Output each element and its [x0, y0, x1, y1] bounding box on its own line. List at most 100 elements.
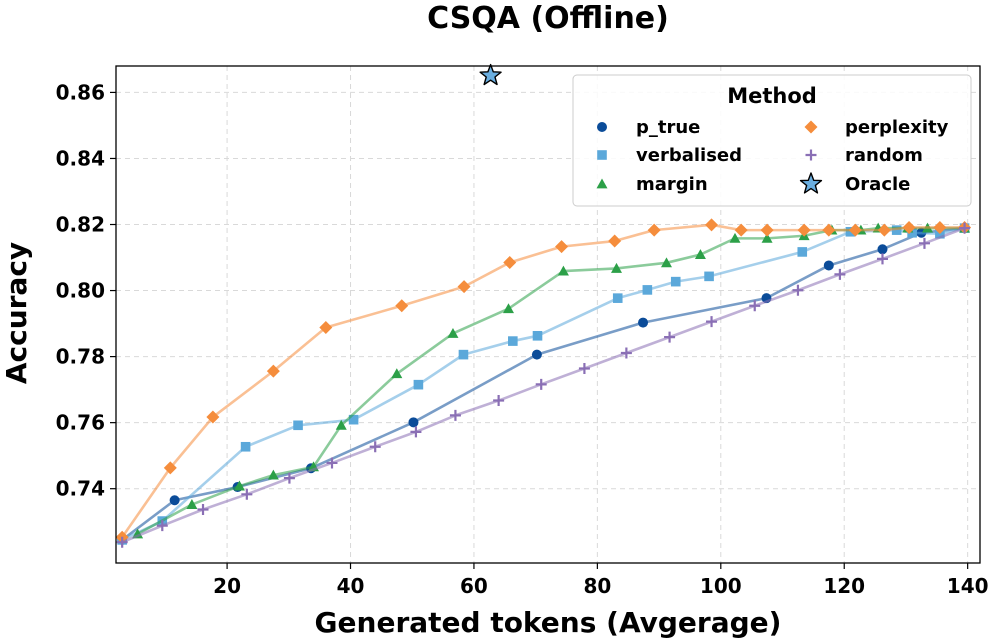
data-point-margin — [729, 232, 741, 243]
data-point-perplexity — [877, 223, 891, 237]
data-point-random — [369, 441, 381, 453]
data-point-p_true — [638, 317, 649, 328]
data-point-perplexity — [503, 255, 517, 269]
series-layer — [115, 63, 972, 548]
data-point-random — [620, 347, 632, 359]
data-point-random — [834, 268, 846, 280]
x-tick-label: 140 — [947, 574, 989, 598]
x-tick-label: 120 — [823, 574, 865, 598]
data-point-p_true — [408, 417, 419, 428]
data-point-perplexity — [395, 299, 409, 313]
data-point-random — [876, 253, 888, 265]
legend-label-oracle: Oracle — [845, 174, 910, 195]
legend-marker-oracle — [799, 172, 823, 194]
data-point-random — [706, 316, 718, 328]
data-point-perplexity — [933, 220, 947, 234]
data-point-verbalised — [642, 285, 653, 295]
data-point-random — [959, 222, 971, 234]
data-point-perplexity — [760, 223, 774, 237]
data-point-margin — [503, 303, 515, 314]
y-tick-label: 0.86 — [56, 80, 105, 104]
data-point-margin — [335, 419, 347, 430]
y-tick-label: 0.78 — [56, 345, 105, 369]
x-tick-label: 20 — [213, 574, 241, 598]
data-point-margin — [233, 480, 245, 491]
x-tick-label: 80 — [583, 574, 611, 598]
data-point-random — [410, 426, 422, 438]
data-point-random — [918, 237, 930, 249]
legend: Method p_true perplexity verbalised random m… — [572, 74, 972, 207]
data-point-margin — [761, 232, 773, 243]
y-tick-label: 0.82 — [56, 213, 105, 237]
legend-label-margin: margin — [636, 174, 708, 195]
legend-box — [572, 74, 972, 207]
data-point-p_true — [823, 260, 834, 271]
data-point-verbalised — [845, 226, 856, 237]
y-axis-label: Accuracy — [0, 242, 33, 384]
data-point-random — [241, 488, 253, 500]
data-point-margin — [611, 262, 623, 273]
series-random — [116, 222, 971, 548]
data-point-verbalised — [612, 293, 623, 303]
data-point-random — [283, 472, 295, 484]
legend-label-random: random — [845, 145, 923, 166]
data-point-verbalised — [797, 247, 808, 257]
legend-marker-p_true — [597, 122, 607, 132]
data-point-perplexity — [848, 223, 862, 237]
y-tick-label: 0.76 — [56, 411, 105, 435]
series-perplexity — [115, 218, 972, 544]
legend-marker-verbalised — [597, 150, 607, 160]
data-point-perplexity — [163, 461, 177, 475]
data-point-perplexity — [266, 364, 280, 378]
data-point-random — [493, 395, 505, 407]
y-tick-label: 0.74 — [56, 477, 105, 501]
data-point-random — [749, 300, 761, 312]
data-point-perplexity — [555, 240, 569, 254]
data-point-random — [116, 536, 128, 548]
data-point-random — [197, 504, 209, 516]
data-point-random — [326, 457, 338, 469]
data-point-verbalised — [458, 349, 469, 360]
y-tick-label: 0.84 — [56, 146, 105, 170]
data-point-margin — [557, 265, 569, 276]
data-point-verbalised — [532, 331, 543, 341]
data-point-margin — [660, 257, 672, 268]
legend-marker-perplexity — [804, 120, 818, 134]
data-point-verbalised — [240, 441, 251, 452]
data-point-random — [578, 362, 590, 374]
data-point-verbalised — [704, 271, 714, 282]
legend-label-perplexity: perplexity — [845, 117, 949, 138]
chart-title: CSQA (Offline) — [427, 1, 669, 36]
data-point-random — [792, 284, 804, 296]
series-line-perplexity — [121, 223, 965, 538]
data-point-perplexity — [206, 410, 220, 424]
legend-entry-oracle: Oracle — [799, 172, 910, 195]
legend-entry-random: random — [805, 145, 923, 166]
data-point-perplexity — [797, 223, 811, 237]
data-point-perplexity — [822, 223, 836, 237]
data-point-margin — [186, 499, 198, 509]
legend-marker-random — [805, 149, 817, 161]
data-point-p_true — [531, 349, 542, 360]
legend-entry-p_true: p_true — [597, 117, 700, 138]
x-tick-label: 60 — [460, 574, 488, 598]
data-point-margin — [447, 327, 459, 338]
data-point-margin — [267, 469, 279, 480]
legend-title: Method — [727, 84, 817, 108]
data-point-oracle — [479, 63, 502, 86]
series-line-p_true — [121, 226, 965, 541]
y-tick-label: 0.80 — [56, 279, 105, 303]
legend-entry-perplexity: perplexity — [804, 117, 949, 138]
data-point-p_true — [877, 244, 888, 255]
data-point-random — [449, 409, 461, 421]
legend-entry-margin: margin — [596, 174, 708, 195]
data-point-verbalised — [670, 276, 681, 287]
x-axis-label: Generated tokens (Avgerage) — [315, 606, 782, 639]
legend-label-p_true: p_true — [636, 117, 700, 138]
data-point-random — [535, 378, 547, 390]
data-point-perplexity — [319, 321, 333, 335]
x-tick-label: 100 — [700, 574, 742, 598]
data-point-perplexity — [457, 280, 471, 294]
data-point-p_true — [169, 495, 180, 506]
